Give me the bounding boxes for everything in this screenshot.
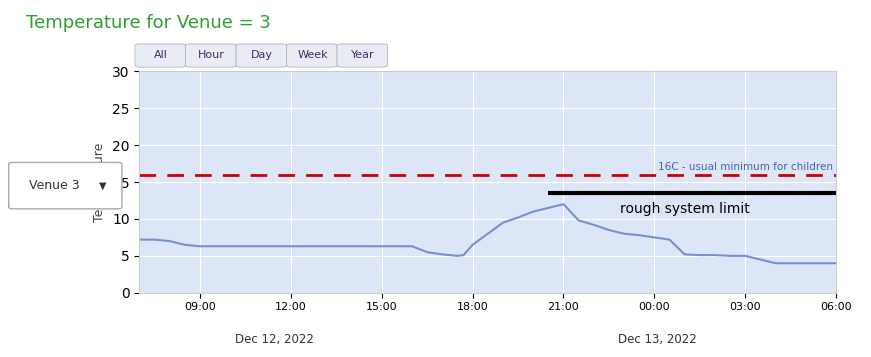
Text: Week: Week [297, 50, 328, 60]
Text: Day: Day [251, 50, 273, 60]
Y-axis label: Temperature: Temperature [93, 142, 106, 222]
Text: Dec 12, 2022: Dec 12, 2022 [235, 333, 314, 346]
Text: All: All [154, 50, 168, 60]
Text: Hour: Hour [199, 50, 225, 60]
Text: rough system limit: rough system limit [620, 202, 750, 216]
Text: ▼: ▼ [99, 181, 106, 191]
Text: Venue 3: Venue 3 [29, 179, 79, 192]
Text: 16C - usual minimum for children: 16C - usual minimum for children [658, 162, 834, 172]
Text: Year: Year [351, 50, 375, 60]
Text: Temperature for Venue = 3: Temperature for Venue = 3 [26, 14, 271, 32]
Text: Dec 13, 2022: Dec 13, 2022 [618, 333, 697, 346]
